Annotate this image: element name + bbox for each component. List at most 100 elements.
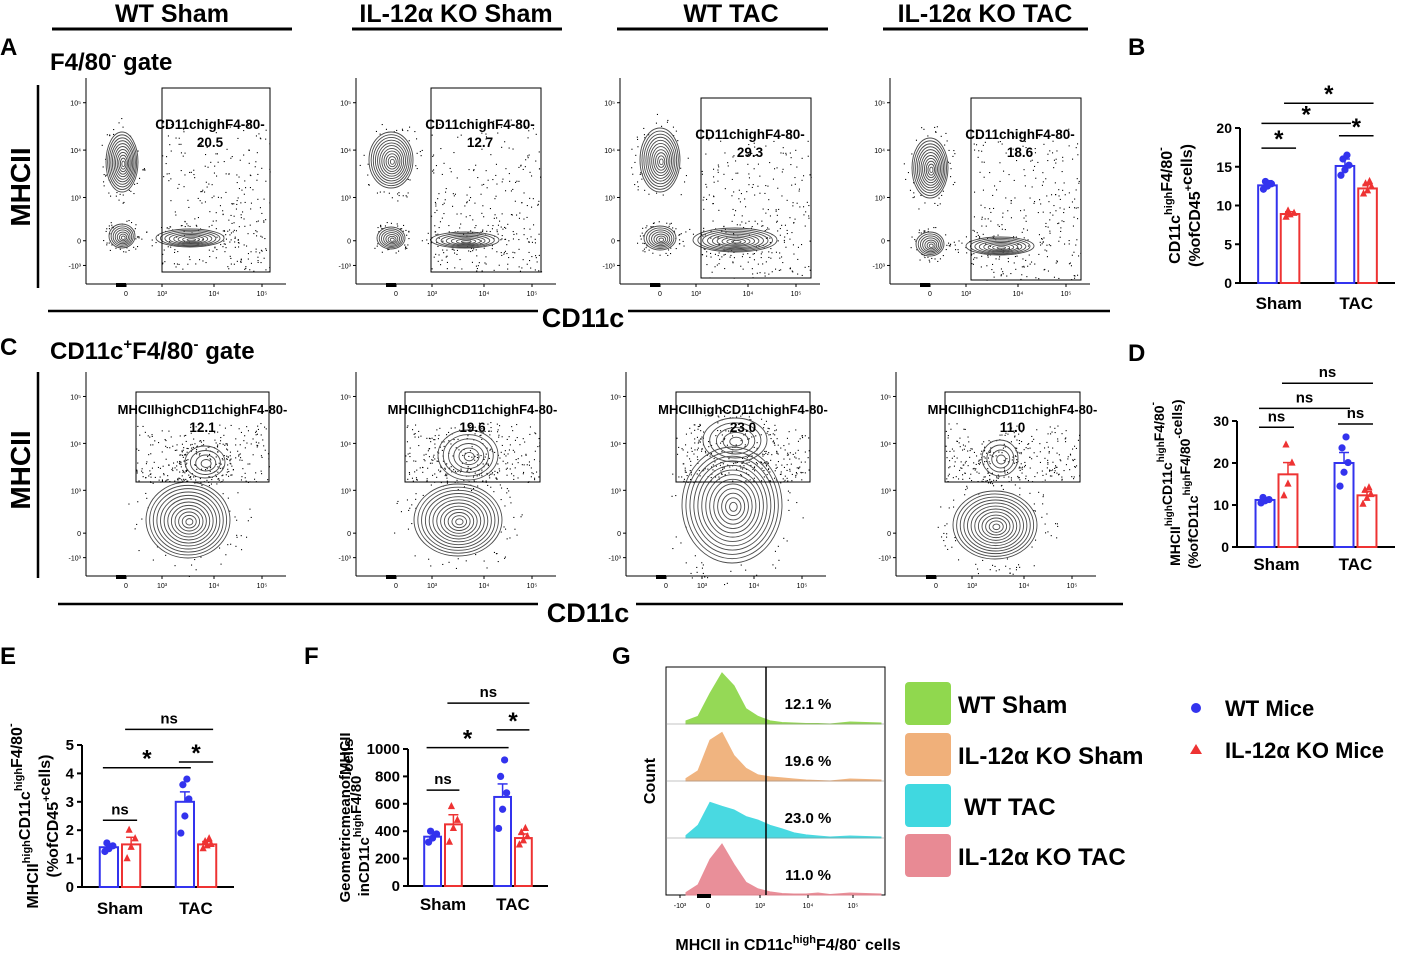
wt-point <box>499 805 507 813</box>
event-dot <box>225 474 227 476</box>
event-dot <box>1017 247 1019 249</box>
legend-swatch <box>905 682 951 725</box>
event-dot <box>761 225 763 227</box>
event-dot <box>531 472 533 474</box>
event-dot <box>441 173 443 175</box>
event-dot <box>1077 207 1079 209</box>
event-dot <box>231 156 233 158</box>
event-dot <box>754 220 756 222</box>
event-dot <box>406 441 408 443</box>
event-dot <box>1045 178 1047 180</box>
event-dot <box>457 558 459 560</box>
event-dot <box>240 479 242 481</box>
event-dot <box>776 438 778 440</box>
event-dot <box>414 555 416 557</box>
event-dot <box>493 474 495 476</box>
event-dot <box>469 424 471 426</box>
event-dot <box>485 256 487 258</box>
event-dot <box>775 464 777 466</box>
event-dot <box>386 222 388 224</box>
event-dot <box>986 265 988 267</box>
event-dot <box>215 257 217 259</box>
contour-ring <box>112 227 133 246</box>
event-dot <box>486 187 488 189</box>
contour-ring <box>118 233 128 242</box>
y-axis-label-line: MHCIIhighCD11chighF4/80- <box>5 723 42 909</box>
x-tick-label: 10⁵ <box>257 291 268 298</box>
event-dot <box>690 572 692 574</box>
event-dot <box>176 449 178 451</box>
event-dot <box>694 429 696 431</box>
event-dot <box>779 252 781 254</box>
event-dot <box>102 166 104 168</box>
event-dot <box>210 483 212 485</box>
contour-ring <box>639 127 681 193</box>
event-dot <box>678 446 680 448</box>
event-dot <box>401 228 403 230</box>
event-dot <box>108 225 110 227</box>
event-dot <box>165 480 167 482</box>
gate-value: 18.6 <box>1007 145 1034 160</box>
event-dot <box>229 455 231 457</box>
event-dot <box>507 268 509 270</box>
gate-name: CD11chighF4-80- <box>155 117 265 132</box>
event-dot <box>738 198 740 200</box>
event-dot <box>231 474 233 476</box>
event-dot <box>405 455 407 457</box>
event-dot <box>807 457 809 459</box>
contour-ring <box>116 151 130 175</box>
event-dot <box>219 467 221 469</box>
event-dot <box>522 438 524 440</box>
event-dot <box>1054 432 1056 434</box>
event-dot <box>675 228 677 230</box>
event-dot <box>634 161 636 163</box>
axis-stub <box>116 575 126 579</box>
event-dot <box>772 433 774 435</box>
legend-marker-triangle <box>1190 744 1202 754</box>
event-dot <box>517 477 519 479</box>
event-dot <box>788 431 790 433</box>
event-dot <box>733 155 735 157</box>
event-dot <box>793 253 795 255</box>
event-dot <box>946 533 948 535</box>
event-dot <box>927 230 929 232</box>
event-dot <box>518 217 520 219</box>
event-dot <box>1074 207 1076 209</box>
event-dot <box>450 171 452 173</box>
event-dot <box>703 227 705 229</box>
event-dot <box>1072 459 1074 461</box>
event-dot <box>510 190 512 192</box>
contour-ring <box>118 154 128 173</box>
event-dot <box>731 220 733 222</box>
event-dot <box>789 458 791 460</box>
event-dot <box>1044 457 1046 459</box>
event-dot <box>501 235 503 237</box>
event-dot <box>172 445 174 447</box>
event-dot <box>733 232 735 234</box>
event-dot <box>470 230 472 232</box>
event-dot <box>533 224 535 226</box>
wt-point <box>497 772 505 781</box>
event-dot <box>190 171 192 173</box>
event-dot <box>947 161 949 163</box>
event-dot <box>505 190 507 192</box>
event-dot <box>261 236 263 238</box>
event-dot <box>699 475 701 477</box>
event-dot <box>960 461 962 463</box>
contours <box>368 131 500 250</box>
event-dot <box>247 253 249 255</box>
contour-ring <box>453 443 485 469</box>
y-tick-label: 10³ <box>71 195 82 202</box>
event-dot <box>652 226 654 228</box>
event-dot <box>180 170 182 172</box>
category-label: TAC <box>1339 555 1373 574</box>
event-dot <box>1050 433 1052 435</box>
event-dot <box>227 266 229 268</box>
event-dot <box>766 432 768 434</box>
y-axis-label-line: inCD11chighF4/80-cells <box>340 739 373 897</box>
event-dot <box>771 454 773 456</box>
event-dot <box>482 480 484 482</box>
event-dot <box>1029 197 1031 199</box>
event-dot <box>109 135 111 137</box>
event-dot <box>1061 220 1063 222</box>
